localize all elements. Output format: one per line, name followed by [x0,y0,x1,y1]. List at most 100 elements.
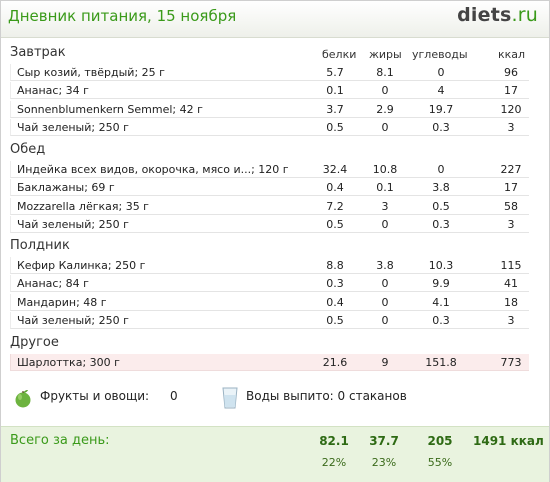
header-bar [1,1,549,38]
water-label: Воды выпито: 0 стаканов [246,389,407,403]
section-title: Другое [10,335,59,350]
food-fat: 0 [381,277,389,291]
section-title: Обед [10,142,46,157]
food-kcal: 58 [504,199,518,213]
food-name: Сыр козий, твёрдый; 25 г [17,66,165,79]
food-name: Ананас; 34 г [17,84,89,98]
food-kcal: 17 [504,181,518,195]
food-fat: 3 [381,199,389,213]
food-row[interactable]: Ананас; 34 г 0.1 0 4 17 [10,82,529,100]
food-row[interactable]: Чай зеленый; 250 г 0.5 0 0.3 3 [10,119,529,137]
day-totals [1,426,549,482]
food-name: Чай зеленый; 250 г [17,121,129,135]
food-fat: 0 [381,218,389,232]
food-fat: 0.1 [376,181,394,195]
food-fat: 0 [381,314,389,328]
food-row[interactable]: Ананас; 84 г 0.3 0 9.9 41 [10,275,529,293]
food-kcal: 3 [507,121,515,135]
column-header-protein: белки [322,48,357,61]
food-row[interactable]: Сыр козий, твёрдый; 25 г 5.7 8.1 0 96 [10,64,529,81]
food-row[interactable]: Индейка всех видов, окорочка, мясо и...;… [10,161,529,178]
food-protein: 0.1 [326,84,344,98]
food-fat: 10.8 [372,163,398,176]
food-carbs: 9.9 [432,277,450,291]
food-fat: 3.8 [376,259,394,272]
protein-percent: 22% [321,456,347,469]
column-header-fat: жиры [369,48,402,61]
food-row[interactable]: Mozzarella лёгкая; 35 г 7.2 3 0.5 58 [10,197,529,215]
column-header-kcal: ккал [498,48,526,61]
food-carbs: 4 [437,84,445,98]
carbs-percent: 55% [427,456,453,469]
food-fat: 8.1 [376,66,394,79]
food-row[interactable]: Sonnenblumenkern Semmel; 42 г 3.7 2.9 19.7 1… [10,100,529,118]
food-carbs: 151.8 [425,356,457,369]
food-name: Sonnenblumenkern Semmel; 42 г [17,102,203,116]
column-header-carbs: углеводы [412,48,468,61]
food-name: Чай зеленый; 250 г [17,218,129,232]
section-title: Полдник [10,238,70,253]
food-name: Ананас; 84 г [17,277,89,291]
apple-icon [15,390,31,408]
fat-percent: 23% [371,456,397,469]
food-name: Шарлоттка; 300 г [17,356,120,369]
food-carbs: 0.3 [432,218,450,232]
food-kcal: 773 [500,356,522,369]
food-name: Mozzarella лёгкая; 35 г [17,199,149,213]
total-protein: 82.1 [319,434,349,448]
logo-suffix: .ru [511,4,538,26]
food-row[interactable]: Шарлоттка; 300 г 21.6 9 151.8 773 [10,354,529,371]
logo-main: diets [457,4,512,26]
food-kcal: 227 [500,163,522,176]
page-title: Дневник питания, 15 ноября [8,7,237,25]
food-carbs: 10.3 [428,259,454,272]
food-carbs: 0 [437,163,445,176]
food-name: Индейка всех видов, окорочка, мясо и...;… [17,163,289,176]
food-protein: 8.8 [326,259,344,272]
food-fat: 2.9 [376,102,394,116]
food-fat: 0 [381,121,389,135]
total-kcal: 1491 ккал [473,434,544,448]
food-name: Кефир Калинка; 250 г [17,259,146,272]
food-kcal: 41 [504,277,518,291]
food-carbs: 0.3 [432,314,450,328]
food-protein: 0.3 [326,277,344,291]
food-row[interactable]: Баклажаны; 69 г 0.4 0.1 3.8 17 [10,179,529,197]
totals-title: Всего за день: [10,433,110,448]
food-carbs: 0.3 [432,121,450,135]
food-carbs: 19.7 [428,102,454,116]
food-protein: 0.4 [326,295,344,309]
food-carbs: 3.8 [432,181,450,195]
food-row[interactable]: Чай зеленый; 250 г 0.5 0 0.3 3 [10,216,529,234]
food-kcal: 18 [504,295,518,309]
food-protein: 32.4 [322,163,348,176]
fruits-value: 0 [170,389,178,403]
food-kcal: 96 [504,66,518,79]
glass-icon [222,387,238,409]
food-carbs: 0.5 [432,199,450,213]
food-carbs: 4.1 [432,295,450,309]
food-row[interactable]: Кефир Калинка; 250 г 8.8 3.8 10.3 115 [10,257,529,274]
food-kcal: 115 [500,259,522,272]
food-protein: 21.6 [322,356,348,369]
food-protein: 7.2 [326,199,344,213]
food-protein: 0.5 [326,121,344,135]
site-logo[interactable]: diets.ru [457,4,538,26]
food-protein: 0.4 [326,181,344,195]
food-kcal: 120 [500,102,522,116]
food-protein: 0.5 [326,218,344,232]
food-row[interactable]: Чай зеленый; 250 г 0.5 0 0.3 3 [10,312,529,330]
food-kcal: 17 [504,84,518,98]
food-fat: 0 [381,84,389,98]
food-row[interactable]: Мандарин; 48 г 0.4 0 4.1 18 [10,293,529,311]
food-protein: 3.7 [326,102,344,116]
food-kcal: 3 [507,314,515,328]
food-fat: 0 [381,295,389,309]
food-kcal: 3 [507,218,515,232]
food-protein: 0.5 [326,314,344,328]
food-name: Баклажаны; 69 г [17,181,115,195]
section-title: Завтрак [10,45,66,60]
food-fat: 9 [381,356,389,369]
total-fat: 37.7 [369,434,399,448]
total-carbs: 205 [427,434,453,448]
